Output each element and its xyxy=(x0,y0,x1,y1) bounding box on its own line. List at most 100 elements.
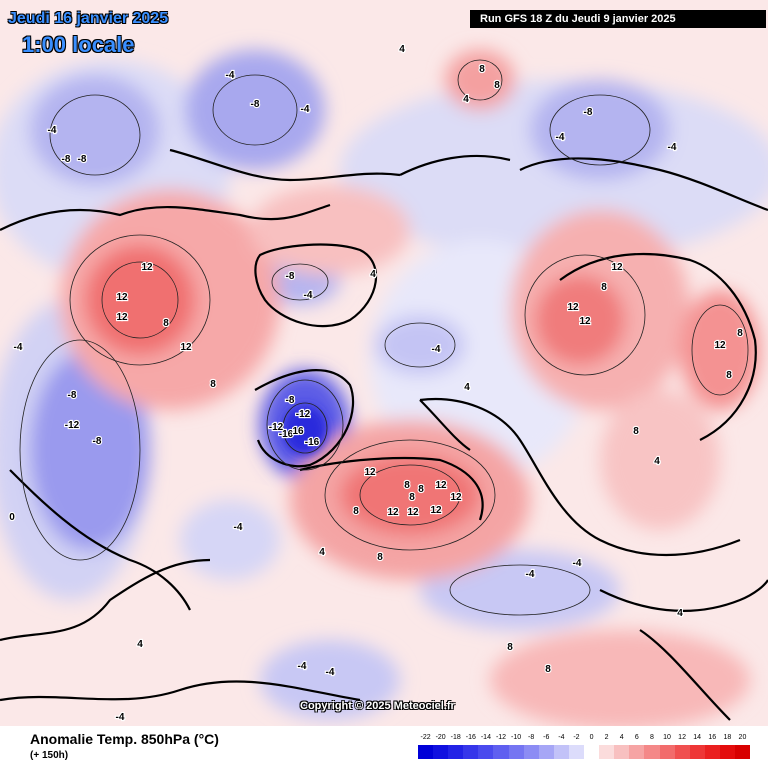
contour-label: -4 xyxy=(668,142,677,153)
lead-time: (+ 150h) xyxy=(30,750,69,761)
contour-label: 12 xyxy=(611,262,623,273)
contour-label: 12 xyxy=(141,262,153,273)
contour-label: 8 xyxy=(726,370,732,381)
legend-tick-label: 18 xyxy=(723,734,732,741)
contour-label: -8 xyxy=(286,395,295,406)
contour-label: -12 xyxy=(296,409,311,420)
legend-swatch xyxy=(629,745,645,759)
contour-label: 12 xyxy=(714,340,726,351)
contour-label: 4 xyxy=(370,269,376,280)
legend-swatch xyxy=(584,745,600,759)
contour-label: 8 xyxy=(494,80,500,91)
legend-swatch xyxy=(523,745,539,759)
contour-label: -8 xyxy=(251,99,260,110)
contour-label: 12 xyxy=(364,467,376,478)
legend-tick-label: 2 xyxy=(604,734,609,741)
legend-tick-label: 4 xyxy=(619,734,624,741)
contour-label: 8 xyxy=(737,328,743,339)
legend-tick-label: -4 xyxy=(558,734,565,741)
legend-swatch xyxy=(704,745,720,759)
legend-tick-label: 20 xyxy=(738,734,747,741)
run-info: Run GFS 18 Z du Jeudi 9 janvier 2025 xyxy=(470,10,766,28)
contour-label: 4 xyxy=(464,382,470,393)
legend-swatch xyxy=(614,745,630,759)
legend-tick-label: -2 xyxy=(573,734,580,741)
temperature-anomaly-map: -8-4-4-4-8 -88844-8-4-41212121288-8-44-8-… xyxy=(0,0,768,726)
legend-swatch xyxy=(568,745,585,759)
legend-tick-label: -18 xyxy=(450,734,461,741)
contour-label: -4 xyxy=(14,342,23,353)
legend-tick-label: -10 xyxy=(511,734,522,741)
legend-tick-label: 6 xyxy=(634,734,639,741)
contour-label: 8 xyxy=(418,484,424,495)
anomaly-contours xyxy=(19,59,749,616)
contour-label: 12 xyxy=(180,342,192,353)
contour-label: -4 xyxy=(556,132,565,143)
contour-label: -8 xyxy=(62,154,71,165)
legend-swatch xyxy=(478,745,494,759)
contour-label: -4 xyxy=(573,558,582,569)
legend-swatch xyxy=(433,745,449,759)
contour-label: -8 xyxy=(93,436,102,447)
contour-label: -4 xyxy=(116,712,125,723)
legend-tick-label: -22 xyxy=(420,734,431,741)
contour-label: -4 xyxy=(526,569,535,580)
contour-label: -8 xyxy=(68,390,77,401)
contour-label: -4 xyxy=(48,125,57,136)
legend-swatch xyxy=(734,745,751,759)
contour-label: 12 xyxy=(567,302,579,313)
contour-label: 16 xyxy=(292,426,304,437)
legend-tick-label: 12 xyxy=(678,734,686,741)
contour-label: 8 xyxy=(479,64,485,75)
coastlines xyxy=(0,148,768,721)
contour-label: 8 xyxy=(633,426,639,437)
contour-label: 12 xyxy=(430,505,442,516)
contour-label: 12 xyxy=(407,507,419,518)
legend-swatch xyxy=(659,745,675,759)
contour-label: 4 xyxy=(137,639,143,650)
contour-label: -4 xyxy=(304,290,313,301)
contour-label: -16 xyxy=(305,437,320,448)
legend-tick-label: 8 xyxy=(649,734,654,741)
legend-tick-label: -20 xyxy=(435,734,446,741)
contour-label: -16 xyxy=(279,429,294,440)
legend-tick-label: -14 xyxy=(480,734,491,741)
legend-tick-label: 10 xyxy=(663,734,671,741)
contour-label: 8 xyxy=(210,379,216,390)
color-legend: -22 -20 -18 -16 -14 -12 -10 -8 -6 -4 -2 0 2 4 6 8 10 12 14… xyxy=(418,734,751,759)
contour-label: 8 xyxy=(507,642,513,653)
legend-tick-label: 0 xyxy=(589,734,594,741)
legend-swatch xyxy=(644,745,660,759)
forecast-date: Jeudi 16 janvier 2025 xyxy=(8,10,169,27)
legend-swatch xyxy=(508,745,524,759)
legend-swatch xyxy=(553,745,569,759)
contour-label: -4 xyxy=(234,522,243,533)
contour-label: 12 xyxy=(116,312,128,323)
contour-label: 8 xyxy=(377,552,383,563)
contour-label: 4 xyxy=(654,456,660,467)
contour-label: -4 xyxy=(298,661,307,672)
contour-label: 8 xyxy=(409,492,415,503)
contour-label: 12 xyxy=(435,480,447,491)
contour-label: 8 xyxy=(601,282,607,293)
contour-label: 8 xyxy=(163,318,169,329)
legend-tick-label: -12 xyxy=(495,734,507,741)
contour-label: 4 xyxy=(399,44,405,55)
contour-label: 12 xyxy=(579,316,591,327)
legend-tick-label: 16 xyxy=(708,734,717,741)
contour-label: -8 xyxy=(584,107,593,118)
legend-tick-label: -6 xyxy=(543,734,550,741)
legend-swatch xyxy=(418,745,434,759)
contour-label: 12 xyxy=(116,292,128,303)
contour-label: -4 xyxy=(326,667,335,678)
legend-swatch xyxy=(599,745,615,759)
forecast-time: 1:00 locale xyxy=(22,32,135,57)
contour-label: -8 xyxy=(78,154,87,165)
legend-ticks: -22 -20 -18 -16 -14 -12 -10 -8 -6 -4 -2 0 2 4 6 8 10 12 14… xyxy=(418,734,750,744)
contour-label: -4 xyxy=(301,104,310,115)
legend-swatch xyxy=(674,745,690,759)
contour-label: -8 xyxy=(286,271,295,282)
contour-label: 8 xyxy=(404,480,410,491)
contour-label: 8 xyxy=(353,506,359,517)
contour-labels: -8-4-4-4-8 -88844-8-4-41212121288-8-44-8-… xyxy=(8,43,744,724)
